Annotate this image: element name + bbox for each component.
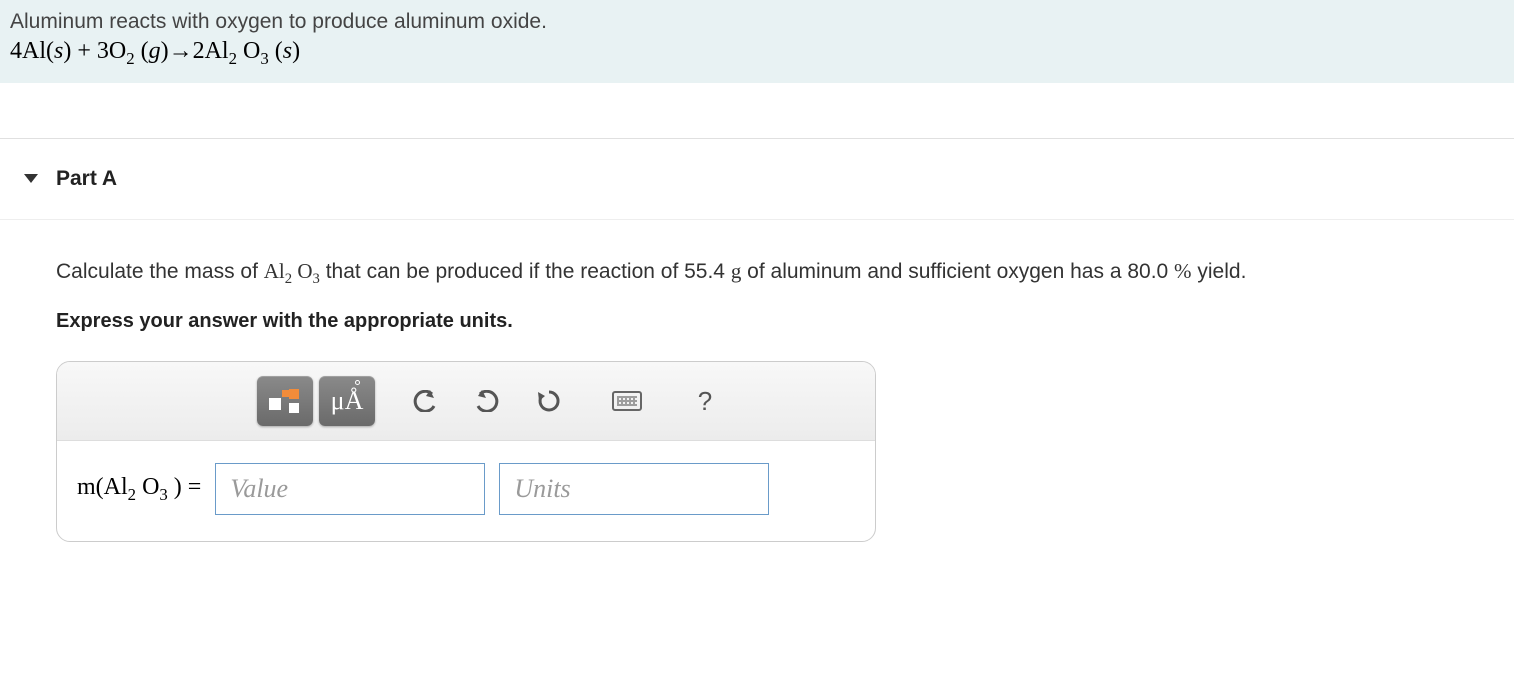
caret-down-icon <box>24 174 38 183</box>
keyboard-button[interactable] <box>599 376 655 426</box>
units-input[interactable]: Units <box>499 463 769 515</box>
question-prefix: Calculate the mass of <box>56 260 264 283</box>
undo-icon <box>412 390 438 412</box>
keyboard-icon <box>612 391 642 411</box>
question-mid: that can be produced if the reaction of … <box>320 260 731 283</box>
help-icon: ? <box>698 386 712 417</box>
mu-angstrom-icon: μÅ <box>331 386 364 416</box>
redo-icon <box>474 390 500 412</box>
problem-equation: 4Al(s) + 3O2 (g)→2Al2 O3 (s) <box>10 38 1504 69</box>
yield-word: yield. <box>1192 260 1247 283</box>
part-header[interactable]: Part A <box>0 139 1514 220</box>
toolbar: μÅ ? <box>57 362 875 441</box>
templates-icon <box>269 387 301 415</box>
compound: Al2 O3 <box>264 259 320 283</box>
help-button[interactable]: ? <box>677 376 733 426</box>
problem-header: Aluminum reacts with oxygen to produce a… <box>0 0 1514 83</box>
part-body: Calculate the mass of Al2 O3 that can be… <box>0 220 1514 562</box>
value-input[interactable]: Value <box>215 463 485 515</box>
templates-button[interactable] <box>257 376 313 426</box>
reset-icon <box>536 388 562 414</box>
percent-symbol: % <box>1174 259 1192 283</box>
problem-intro: Aluminum reacts with oxygen to produce a… <box>10 10 1504 34</box>
question-tail: of aluminum and sufficient oxygen has a … <box>741 260 1174 283</box>
instruction: Express your answer with the appropriate… <box>56 310 1458 333</box>
special-chars-button[interactable]: μÅ <box>319 376 375 426</box>
reset-button[interactable] <box>521 376 577 426</box>
question-text: Calculate the mass of Al2 O3 that can be… <box>56 256 1316 290</box>
answer-box: μÅ ? m(Al2 O3 ) = Value Units <box>56 361 876 542</box>
redo-button[interactable] <box>459 376 515 426</box>
grams-symbol: g <box>731 259 742 283</box>
undo-button[interactable] <box>397 376 453 426</box>
answer-row: m(Al2 O3 ) = Value Units <box>57 441 875 541</box>
answer-lhs: m(Al2 O3 ) = <box>77 474 201 505</box>
part-label: Part A <box>56 167 117 191</box>
